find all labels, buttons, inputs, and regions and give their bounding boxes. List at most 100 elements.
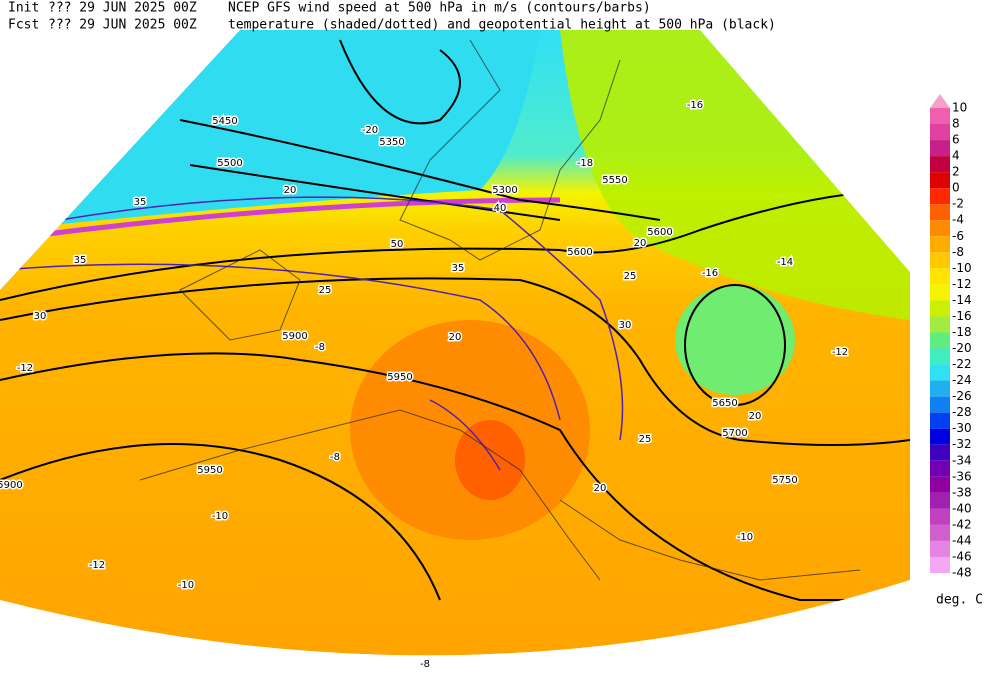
colorbar-swatch	[930, 124, 950, 141]
colorbar-tick-label: 4	[952, 149, 960, 163]
contour-label: 5950	[387, 372, 412, 383]
contour-label: 5750	[772, 475, 797, 486]
contour-label: 5500	[217, 158, 242, 169]
colorbar-swatch	[930, 492, 950, 509]
colorbar-tick-label: 6	[952, 133, 960, 147]
colorbar-tick-label: -12	[952, 277, 972, 291]
colorbar-swatch	[930, 94, 950, 108]
contour-label: -12	[17, 363, 33, 374]
colorbar-swatch	[930, 236, 950, 253]
colorbar-swatch	[930, 172, 950, 189]
contour-label: 5900	[282, 331, 307, 342]
contour-label: 5600	[647, 227, 672, 238]
colorbar-unit: deg. C	[936, 593, 983, 608]
colorbar-swatch	[930, 540, 950, 557]
colorbar-tick-label: -20	[952, 341, 972, 355]
contour-label: 30	[619, 320, 632, 331]
colorbar-swatch	[930, 556, 950, 573]
colorbar-swatch	[930, 396, 950, 413]
colorbar-swatch	[930, 252, 950, 269]
colorbar-tick-label: -14	[952, 293, 972, 307]
colorbar-tick-label: 2	[952, 165, 960, 179]
contour-label: 5450	[212, 116, 237, 127]
contour-label: 30	[34, 311, 47, 322]
contour-label: 35	[74, 255, 87, 266]
colorbar-tick-label: 0	[952, 181, 960, 195]
colorbar-tick-label: -24	[952, 373, 972, 387]
contour-label: 25	[624, 271, 637, 282]
colorbar-swatch	[930, 140, 950, 157]
contour-label: 50	[391, 239, 404, 250]
contour-label: 20	[594, 483, 607, 494]
contour-label: 40	[494, 203, 507, 214]
colorbar-swatch	[930, 508, 950, 525]
contour-label: 20	[749, 411, 762, 422]
colorbar-swatch	[930, 268, 950, 285]
contour-label: 5550	[602, 175, 627, 186]
colorbar-swatch	[930, 460, 950, 477]
title-line2: temperature (shaded/dotted) and geopoten…	[228, 18, 776, 33]
init-time: ??? 29 JUN 2025 00Z	[48, 1, 197, 16]
contour-label: -18	[577, 158, 593, 169]
fcst-label: Fcst	[8, 18, 39, 33]
colorbar-tick-label: -36	[952, 469, 972, 483]
contour-label: 5950	[197, 465, 222, 476]
contour-label: 20	[284, 185, 297, 196]
colorbar-swatch	[930, 524, 950, 541]
colorbar-tick-label: -44	[952, 533, 972, 547]
colorbar-swatch	[930, 156, 950, 173]
contour-label: -12	[89, 560, 105, 571]
map-labels: 5450 5500 5350 5300 5550 5600 5650 5700 5750 5900…	[0, 99, 850, 672]
contour-label: -20	[362, 125, 378, 136]
colorbar-swatch	[930, 412, 950, 429]
colorbar-tick-label: -38	[952, 485, 972, 499]
colorbar-swatch	[930, 364, 950, 381]
contour-label: 25	[639, 434, 652, 445]
contour-label: -8	[420, 659, 430, 670]
contour-label: -10	[178, 580, 194, 591]
colorbar-tick-label: -22	[952, 357, 972, 371]
colorbar-swatch	[930, 108, 950, 125]
contour-label: 5600	[567, 247, 592, 258]
contour-label: -12	[832, 347, 848, 358]
colorbar-tick-label: -42	[952, 517, 972, 531]
contour-label: 5900	[0, 480, 23, 491]
map-field	[0, 30, 910, 656]
colorbar-tick-label: -4	[952, 213, 964, 227]
colorbar-swatch	[930, 444, 950, 461]
contour-label: 5350	[379, 137, 404, 148]
colorbar-swatch	[930, 300, 950, 317]
contour-label: 35	[452, 263, 465, 274]
contour-label: 20	[634, 238, 647, 249]
colorbar-tick-label: -30	[952, 421, 972, 435]
contour-label: 5300	[492, 185, 517, 196]
contour-label: 5650	[712, 398, 737, 409]
colorbar-swatch	[930, 476, 950, 493]
colorbar-swatch	[930, 380, 950, 397]
contour-label: -16	[702, 268, 718, 279]
contour-label: -10	[212, 511, 228, 522]
colorbar-tick-label: 8	[952, 117, 960, 131]
colorbar-tick-label: -10	[952, 261, 972, 275]
colorbar-tick-label: -16	[952, 309, 972, 323]
contour-label: 25	[319, 285, 332, 296]
fcst-time: ??? 29 JUN 2025 00Z	[48, 18, 197, 33]
colorbar-tick-label: -18	[952, 325, 972, 339]
colorbar-tick-label: 10	[952, 101, 967, 115]
colorbar: 10 8 6 4 2 0 -2 -4 -6 -8 -10 -12 -14 -16 -18 -20 -22 -24 -…	[930, 94, 972, 580]
contour-label: -16	[687, 100, 703, 111]
colorbar-tick-label: -8	[952, 245, 964, 259]
contour-label: 5700	[722, 428, 747, 439]
colorbar-swatch	[930, 332, 950, 349]
colorbar-swatch	[930, 348, 950, 365]
colorbar-swatch	[930, 284, 950, 301]
colorbar-tick-label: -28	[952, 405, 972, 419]
contour-label: -8	[330, 452, 340, 463]
colorbar-tick-label: -34	[952, 453, 972, 467]
colorbar-tick-label: -26	[952, 389, 972, 403]
contour-label: 35	[134, 197, 147, 208]
title-line1: NCEP GFS wind speed at 500 hPa in m/s (c…	[228, 1, 651, 16]
colorbar-swatch	[930, 220, 950, 237]
colorbar-tick-label: -6	[952, 229, 964, 243]
